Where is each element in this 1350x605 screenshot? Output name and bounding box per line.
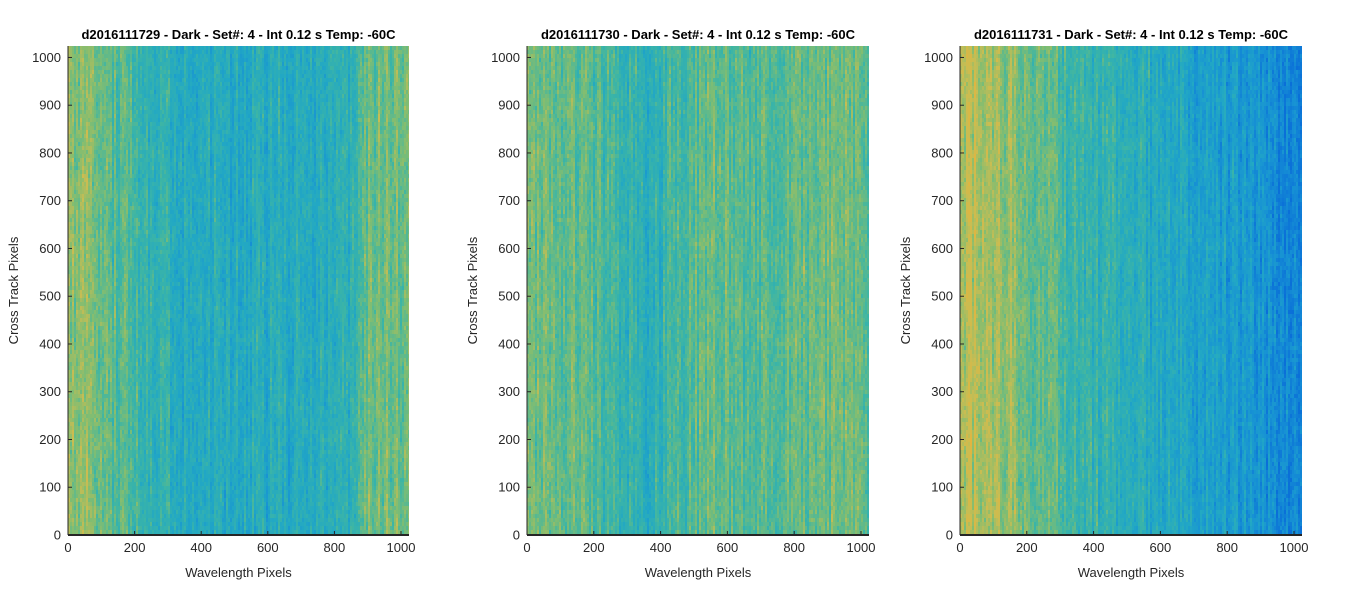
x-tick-label: 200 (124, 540, 146, 555)
y-tick-label: 500 (498, 289, 520, 304)
x-tick-label: 800 (783, 540, 805, 555)
x-tick-label: 1000 (1280, 540, 1309, 555)
x-tick-label: 800 (324, 540, 346, 555)
y-tick-label: 700 (931, 193, 953, 208)
heatmap-image (527, 46, 869, 538)
y-tick-label: 900 (498, 98, 520, 113)
y-tick-label: 800 (931, 145, 953, 160)
y-tick-label: 700 (39, 193, 61, 208)
y-tick-label: 300 (498, 384, 520, 399)
x-tick-label: 0 (956, 540, 963, 555)
heatmap-panel-2: 0 200 400 600 800 1000 0 100 200 300 400 500 600 700 8… (465, 27, 875, 580)
y-tick-label: 0 (946, 528, 953, 543)
heatmap-image (68, 46, 410, 538)
y-tick-label: 600 (931, 241, 953, 256)
x-tick-label: 0 (523, 540, 530, 555)
x-tick-label: 200 (1016, 540, 1038, 555)
y-tick-label: 1000 (924, 50, 953, 65)
y-tick-label: 700 (498, 193, 520, 208)
y-tick-label: 900 (39, 98, 61, 113)
y-tick-label: 100 (39, 480, 61, 495)
y-tick-label: 0 (513, 528, 520, 543)
y-tick-label: 400 (931, 336, 953, 351)
y-tick-label: 200 (498, 432, 520, 447)
y-tick-label: 400 (498, 336, 520, 351)
x-tick-label: 400 (1083, 540, 1105, 555)
y-axis-label: Cross Track Pixels (6, 236, 21, 344)
y-tick-label: 500 (931, 289, 953, 304)
x-tick-label: 1000 (387, 540, 416, 555)
x-tick-label: 600 (1150, 540, 1172, 555)
y-tick-label: 600 (498, 241, 520, 256)
x-tick-label: 200 (583, 540, 605, 555)
y-tick-label: 500 (39, 289, 61, 304)
y-tick-label: 400 (39, 336, 61, 351)
y-tick-label: 800 (498, 145, 520, 160)
heatmap-panel-3: 0 200 400 600 800 1000 0 100 200 300 400 500 600 700 8… (898, 27, 1308, 580)
x-tick-label: 400 (650, 540, 672, 555)
heatmap-panel-1: 0 200 400 600 800 1000 0 100 200 300 400 500 600 700 8… (6, 27, 415, 580)
x-tick-label: 600 (717, 540, 739, 555)
y-tick-label: 100 (498, 480, 520, 495)
y-tick-label: 1000 (32, 50, 61, 65)
y-tick-label: 1000 (491, 50, 520, 65)
x-axis-label: Wavelength Pixels (185, 565, 292, 580)
heatmap-image (960, 46, 1302, 538)
x-axis-label: Wavelength Pixels (1078, 565, 1185, 580)
x-tick-label: 0 (64, 540, 71, 555)
chart-title: d2016111730 - Dark - Set#: 4 - Int 0.12 … (541, 27, 856, 42)
x-tick-label: 1000 (847, 540, 876, 555)
y-tick-label: 200 (931, 432, 953, 447)
y-tick-label: 800 (39, 145, 61, 160)
chart-title: d2016111731 - Dark - Set#: 4 - Int 0.12 … (974, 27, 1289, 42)
y-tick-label: 300 (39, 384, 61, 399)
y-axis-label: Cross Track Pixels (465, 236, 480, 344)
y-tick-label: 600 (39, 241, 61, 256)
y-tick-label: 900 (931, 98, 953, 113)
chart-title: d2016111729 - Dark - Set#: 4 - Int 0.12 … (81, 27, 396, 42)
y-tick-label: 200 (39, 432, 61, 447)
x-tick-label: 400 (190, 540, 212, 555)
y-tick-label: 100 (931, 480, 953, 495)
y-tick-label: 300 (931, 384, 953, 399)
x-tick-label: 800 (1216, 540, 1238, 555)
y-tick-label: 0 (54, 528, 61, 543)
y-axis-label: Cross Track Pixels (898, 236, 913, 344)
x-tick-label: 600 (257, 540, 279, 555)
x-axis-label: Wavelength Pixels (645, 565, 752, 580)
